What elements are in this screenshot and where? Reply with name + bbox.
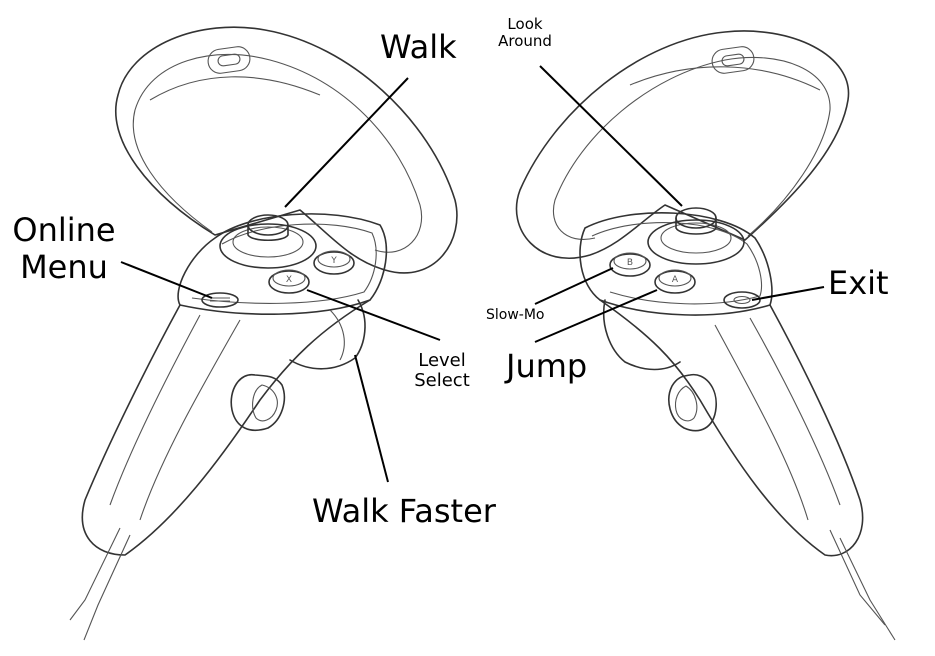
level-select-label: Level Select	[410, 351, 474, 391]
y-button-glyph: Y	[330, 256, 337, 266]
right-grip	[602, 299, 681, 371]
right-cable	[829, 529, 886, 626]
left-side-grip-button	[230, 374, 286, 432]
right-b-button	[609, 253, 651, 277]
walk-faster-label: Walk Faster	[312, 492, 496, 530]
jump-pointer	[534, 289, 658, 343]
right-handle	[599, 299, 864, 557]
walk-label: Walk	[380, 28, 457, 66]
left-controller: X Y	[69, 26, 458, 641]
slow-mo-label: Slow-Mo	[486, 307, 545, 323]
left-thumbstick-base	[219, 223, 317, 269]
left-face-plate	[177, 213, 388, 315]
online-menu-pointer	[120, 261, 213, 299]
jump-label: Jump	[506, 347, 588, 385]
right-a-button	[654, 270, 696, 294]
exit-label: Exit	[828, 264, 889, 302]
left-cable	[69, 527, 121, 621]
left-handle	[81, 299, 371, 556]
left-y-button	[313, 251, 355, 275]
left-ring-slot	[207, 46, 251, 74]
pointer-lines	[120, 65, 825, 483]
a-button-glyph: A	[672, 275, 679, 285]
online-menu-line2: Menu	[20, 247, 108, 286]
right-side-grip-button	[668, 373, 717, 432]
walk-pointer	[284, 77, 409, 208]
b-button-glyph: B	[627, 258, 633, 268]
right-thumbstick-base	[647, 219, 745, 265]
right-tracking-ring	[515, 30, 850, 260]
oculus-icon	[723, 291, 761, 309]
menu-lines-icon	[201, 292, 239, 308]
slow-mo-pointer	[534, 267, 614, 305]
online-menu-label: Online Menu	[11, 212, 117, 286]
look-around-pointer	[539, 65, 683, 207]
left-x-button	[268, 270, 310, 294]
look-around-line1: Look	[507, 15, 543, 33]
level-select-line1: Level	[418, 350, 466, 371]
right-ring-slot	[711, 46, 755, 74]
right-controller: B A	[515, 30, 896, 641]
exit-pointer	[751, 286, 825, 301]
level-select-pointer	[306, 289, 441, 341]
level-select-line2: Select	[414, 369, 470, 391]
look-around-line2: Around	[498, 31, 552, 50]
look-around-label: Look Around	[496, 16, 554, 49]
x-button-glyph: X	[286, 275, 292, 285]
online-menu-line1: Online	[12, 211, 116, 249]
left-tracking-ring-inner	[132, 53, 423, 253]
walk-faster-pointer	[354, 354, 389, 483]
